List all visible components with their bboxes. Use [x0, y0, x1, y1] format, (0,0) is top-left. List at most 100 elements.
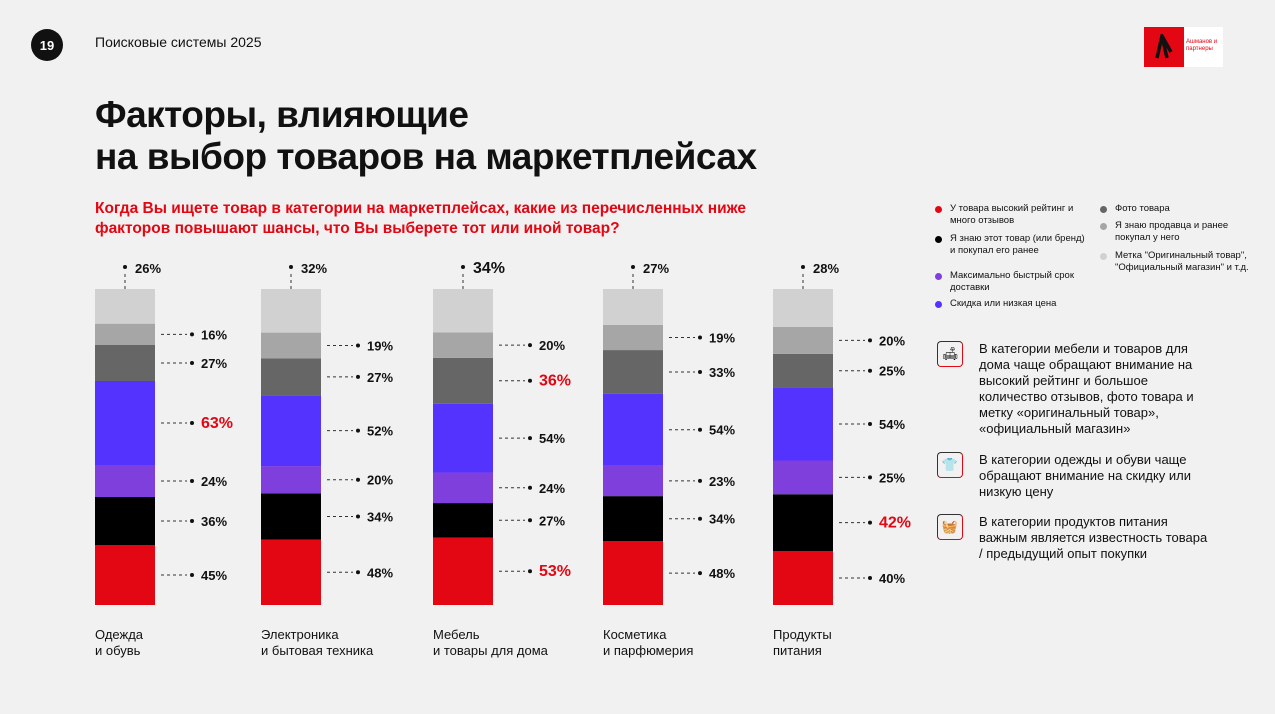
- bar-segment: [433, 357, 493, 404]
- legend-dot-icon: [935, 236, 942, 243]
- basket-icon: 🧺: [937, 514, 963, 540]
- bar-segment: [95, 465, 155, 497]
- data-label: 19%: [367, 339, 393, 354]
- data-label: 54%: [709, 423, 735, 438]
- legend-item: Я знаю этот товар (или бренд) и покупал …: [935, 233, 1085, 257]
- legend-dot-icon: [1100, 223, 1107, 230]
- category-label: Одежда и обувь: [95, 627, 144, 658]
- leader-dot: [868, 520, 872, 525]
- category-label: Мебель и товары для дома: [433, 627, 548, 658]
- data-label: 34%: [367, 509, 393, 524]
- data-label: 26%: [135, 261, 161, 276]
- data-label: 52%: [367, 424, 393, 439]
- data-label: 16%: [201, 327, 227, 342]
- data-label: 24%: [539, 481, 565, 496]
- report-subtitle: Поисковые системы 2025: [95, 34, 262, 50]
- leader-dot: [356, 374, 360, 379]
- leader-dot: [190, 479, 194, 483]
- survey-question: Когда Вы ищете товар в категории на марк…: [95, 199, 855, 239]
- bar-segment: [95, 497, 155, 545]
- legend-dot-icon: [935, 301, 942, 308]
- bar-segment: [433, 537, 493, 605]
- bar-segment: [95, 545, 155, 605]
- data-label: 32%: [301, 261, 327, 276]
- insight-text: В категории мебели и товаров для дома ча…: [979, 341, 1194, 436]
- legend-dot-icon: [935, 206, 942, 213]
- legend-dot-icon: [1100, 206, 1107, 213]
- bar-segment: [603, 324, 663, 351]
- leader-dot: [289, 265, 293, 269]
- leader-dot: [528, 343, 532, 348]
- leader-dot: [356, 428, 360, 433]
- data-label: 54%: [539, 431, 565, 446]
- data-label: 53%: [539, 563, 571, 580]
- bar-segment: [773, 289, 833, 327]
- data-label: 23%: [709, 474, 735, 489]
- leader-dot: [698, 427, 702, 432]
- bar-segment: [261, 493, 321, 540]
- category-label: Косметика и парфюмерия: [603, 627, 694, 658]
- data-label: 19%: [709, 330, 735, 345]
- leader-dot: [868, 575, 872, 580]
- data-label: 34%: [709, 512, 735, 527]
- data-label: 45%: [201, 568, 227, 583]
- logo-mark-icon: [1144, 27, 1184, 67]
- category-label: Электроника и бытовая техника: [261, 627, 374, 658]
- bar-segment: [261, 466, 321, 494]
- leader-dot: [698, 335, 702, 340]
- bar-segment: [603, 496, 663, 542]
- data-label: 42%: [879, 515, 911, 532]
- data-label: 40%: [879, 571, 905, 586]
- bar-segment: [261, 395, 321, 467]
- legend-dot-icon: [1100, 253, 1107, 260]
- legend-label: Фото товара: [1115, 203, 1170, 214]
- bar-segment: [603, 465, 663, 497]
- leader-dot: [356, 477, 360, 482]
- leader-dot: [356, 343, 360, 348]
- logo: Ашманов и партнеры: [1144, 27, 1223, 67]
- insight-note: 👕 В категории одежды и обуви чаще обращаю…: [937, 452, 1237, 500]
- bar-segment: [433, 472, 493, 504]
- insight-note: 🛋 В категории мебели и товаров для дома ч…: [937, 341, 1237, 437]
- data-label: 36%: [201, 514, 227, 529]
- bar-segment: [773, 494, 833, 551]
- data-label: 20%: [367, 473, 393, 488]
- legend-dot-icon: [935, 273, 942, 280]
- data-label: 27%: [643, 261, 669, 276]
- bar-segment: [603, 350, 663, 394]
- bar-segment: [95, 323, 155, 345]
- data-label: 24%: [201, 474, 227, 489]
- tshirt-icon: 👕: [937, 452, 963, 478]
- data-label: 34%: [473, 260, 505, 277]
- data-label: 20%: [539, 338, 565, 353]
- leader-dot: [631, 265, 635, 269]
- legend-label: Я знаю продавца и ранее покупал у него: [1115, 220, 1229, 243]
- leader-dot: [461, 265, 465, 269]
- legend-label: Максимально быстрый срок доставки: [950, 270, 1075, 293]
- bar-segment: [261, 332, 321, 359]
- bar-segment: [773, 460, 833, 495]
- data-label: 28%: [813, 261, 839, 276]
- bar-segment: [603, 541, 663, 605]
- data-label: 27%: [367, 370, 393, 385]
- data-label: 48%: [709, 566, 735, 581]
- leader-dot: [868, 475, 872, 480]
- bar-segment: [603, 289, 663, 325]
- page-number: 19: [31, 29, 63, 61]
- bar-segment: [433, 503, 493, 538]
- legend-item: Я знаю продавца и ранее покупал у него: [1100, 220, 1250, 244]
- sofa-icon: 🛋: [937, 341, 963, 367]
- title-line-1: Факторы, влияющие: [95, 94, 469, 135]
- leader-dot: [528, 569, 532, 574]
- data-label: 27%: [539, 513, 565, 528]
- leader-dot: [356, 570, 360, 575]
- insight-text: В категории продуктов питания важным явл…: [979, 514, 1208, 561]
- bar-segment: [95, 381, 155, 465]
- leader-dot: [698, 478, 702, 483]
- leader-dot: [190, 421, 194, 425]
- data-label: 27%: [201, 356, 227, 371]
- leader-dot: [528, 485, 532, 490]
- data-label: 33%: [709, 365, 735, 380]
- leader-dot: [698, 516, 702, 521]
- leader-dot: [698, 571, 702, 576]
